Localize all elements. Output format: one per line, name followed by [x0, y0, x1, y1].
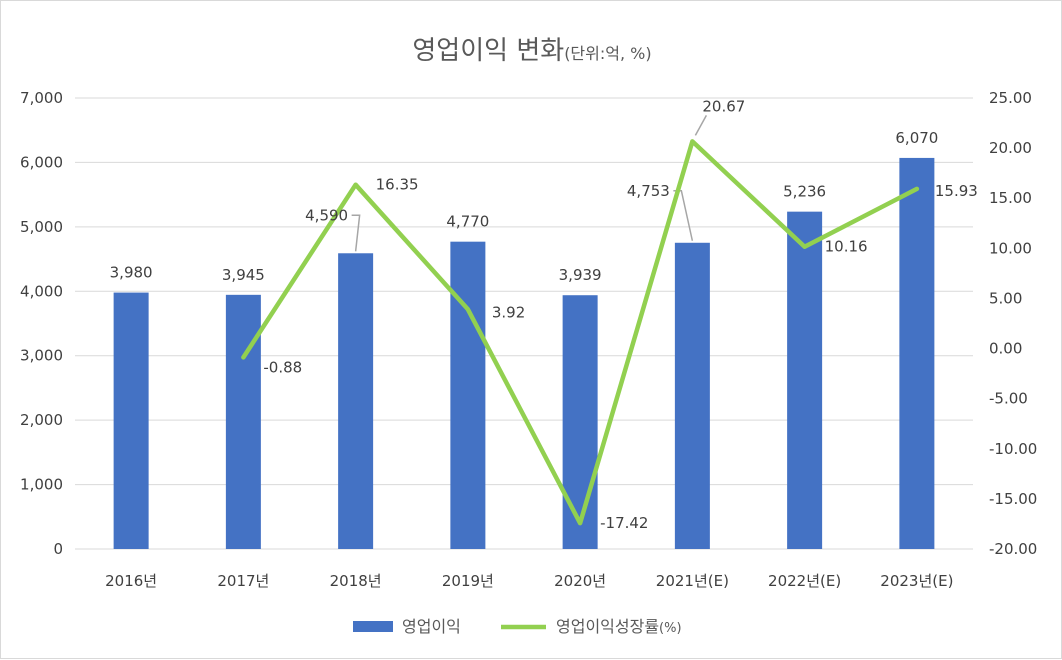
x-tick-label: 2020년: [554, 572, 606, 590]
y-right-tick-label: -5.00: [989, 390, 1028, 408]
growth-rate-line: [241, 139, 920, 526]
y-left-tick-label: 3,000: [20, 347, 63, 365]
line-value-label: -0.88: [263, 358, 302, 376]
bar-value-label: 4,753: [627, 182, 670, 200]
bar: [450, 241, 486, 549]
bar: [562, 295, 598, 549]
bar-label-leader: [351, 214, 361, 252]
legend: 영업이익 영업이익성장률(%): [353, 617, 682, 636]
line-value-label: 15.93: [935, 182, 978, 200]
y-right-tick-label: -20.00: [989, 540, 1037, 558]
y-right-tick-label: 25.00: [989, 89, 1032, 107]
y-right-tick-label: 15.00: [989, 189, 1032, 207]
y-right-tick-label: -10.00: [989, 440, 1037, 458]
y-right-tick-label: -15.00: [989, 490, 1037, 508]
bar-value-label: 4,770: [446, 213, 489, 231]
y-right-tick-label: 20.00: [989, 139, 1032, 157]
x-tick-label: 2019년: [442, 572, 494, 590]
chart-title-main: 영업이익 변화: [412, 36, 564, 66]
data-labels: 3,980 3,945 4,590 4,770 3,939 4,753 5,236 6,070…: [110, 97, 978, 532]
bar-value-label: 6,070: [895, 129, 938, 147]
line-value-label: 10.16: [825, 238, 868, 256]
gridlines: [75, 97, 973, 550]
x-tick-label: 2016년: [105, 572, 157, 590]
bar: [674, 242, 710, 549]
legend-swatch-bar: [353, 621, 393, 632]
y-left-tick-label: 1,000: [20, 476, 63, 494]
line-series: [241, 139, 920, 526]
x-tick-label: 2017년: [217, 572, 269, 590]
y-left-tick-label: 0: [53, 540, 63, 558]
y-left-tick-label: 4,000: [20, 282, 63, 300]
y-right-tick-label: 5.00: [989, 289, 1022, 307]
x-tick-label: 2023년(E): [880, 572, 953, 590]
line-value-label: 3.92: [492, 303, 525, 321]
chart-title-unit: (단위:억, %): [564, 44, 651, 63]
bar: [338, 253, 374, 549]
x-tick-label: 2021년(E): [656, 572, 729, 590]
bar: [899, 157, 935, 549]
x-tick-label: 2018년: [330, 572, 382, 590]
bar-value-label: 3,980: [110, 264, 153, 282]
bar-value-label: 4,590: [305, 206, 348, 224]
line-value-label: 16.35: [376, 176, 419, 194]
bar-value-label: 3,939: [559, 266, 602, 284]
bar-value-label: 5,236: [783, 183, 826, 201]
line-value-label: 20.67: [702, 97, 745, 115]
line-value-label: -17.42: [600, 514, 648, 532]
bar: [225, 294, 261, 549]
bar: [787, 211, 823, 550]
y-right-tick-label: 10.00: [989, 239, 1032, 257]
x-tick-label: 2022년(E): [768, 572, 841, 590]
bar: [113, 292, 149, 549]
axis-tick-labels: 0 1,000 2,000 3,000 4,000 5,000 6,000 7,000 -20.…: [20, 89, 1037, 590]
bar-series: [113, 157, 935, 550]
line-label-leader: [694, 115, 708, 136]
legend-label-bar: 영업이익: [402, 617, 461, 636]
bar-value-label: 3,945: [222, 266, 265, 284]
y-left-tick-label: 6,000: [20, 153, 63, 171]
y-right-tick-label: 0.00: [989, 340, 1022, 358]
y-left-tick-label: 2,000: [20, 411, 63, 429]
y-left-tick-label: 5,000: [20, 218, 63, 236]
chart-title: 영업이익 변화(단위:억, %): [412, 36, 651, 66]
legend-label-line: 영업이익성장률(%): [556, 617, 682, 636]
y-left-tick-label: 7,000: [20, 89, 63, 107]
